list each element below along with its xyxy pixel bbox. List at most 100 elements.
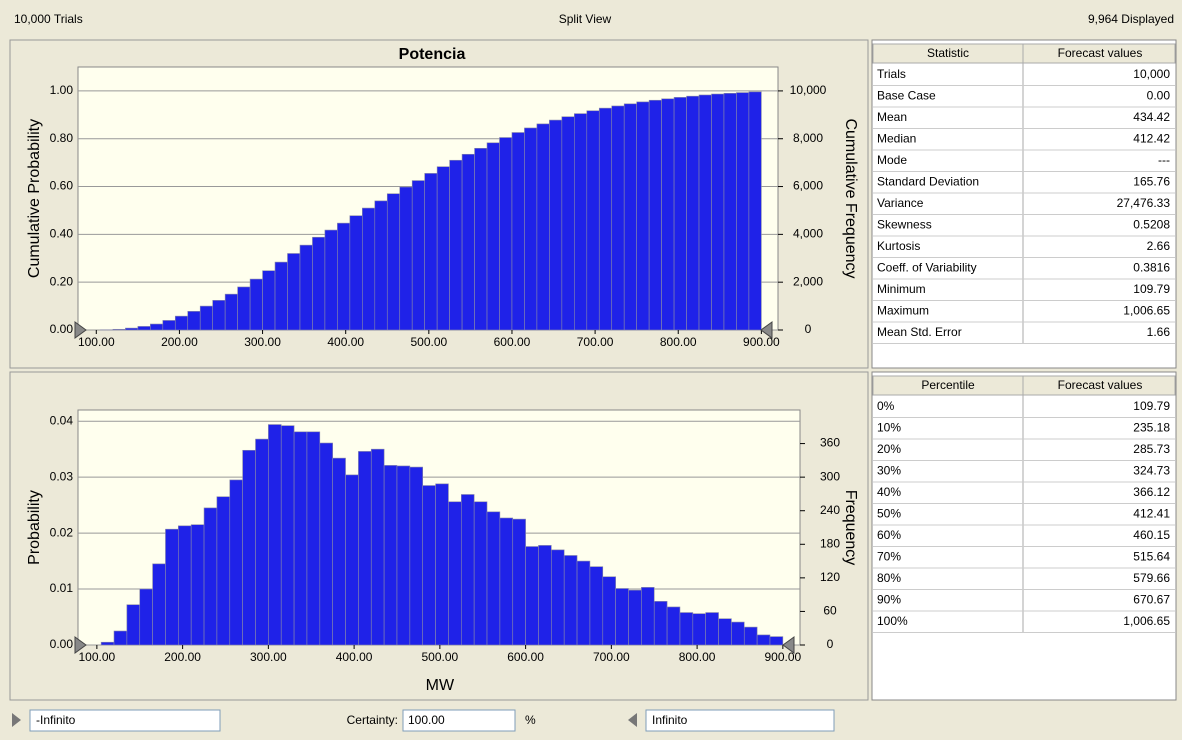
row-label: Mean [877, 110, 907, 124]
upper-input[interactable] [645, 709, 835, 732]
bar [602, 576, 616, 646]
x-tick-label: 300.00 [244, 335, 281, 349]
bar [743, 626, 758, 646]
bar [150, 323, 164, 331]
row-value: 579.66 [1133, 571, 1170, 585]
row-label: Mean Std. Error [877, 325, 962, 339]
bar [100, 641, 115, 646]
x-tick-label: 600.00 [507, 650, 544, 664]
bar [345, 474, 359, 646]
row-value: 670.67 [1133, 592, 1170, 606]
bar [718, 618, 732, 646]
bar [424, 173, 438, 331]
row-value: 366.12 [1133, 485, 1170, 499]
bar [362, 207, 376, 331]
row-value: 1.66 [1147, 325, 1171, 339]
x-tick-label: 100.00 [79, 650, 116, 664]
row-label: Mode [877, 153, 907, 167]
column-header: Percentile [921, 378, 975, 392]
bar [203, 507, 218, 646]
upper-marker [782, 636, 795, 654]
bar [623, 103, 637, 331]
y-tick-label: 0.00 [50, 322, 74, 336]
displayed-label: 9,964 Displayed [1088, 12, 1174, 26]
row-label: Minimum [877, 282, 926, 296]
x-tick-label: 100.00 [78, 335, 115, 349]
bar [224, 293, 238, 331]
row-label: Base Case [877, 88, 936, 102]
bar [536, 123, 550, 331]
lower-value: -Infinito [36, 713, 76, 727]
x-tick-label: 800.00 [660, 335, 697, 349]
lower-marker [74, 636, 87, 654]
bar [386, 193, 401, 331]
bar [538, 545, 552, 646]
bar [139, 588, 153, 646]
y-tick-label: 0.40 [50, 227, 74, 241]
upper-grabber[interactable] [628, 713, 637, 727]
certainty-input[interactable] [402, 709, 516, 732]
y-tick-label: 0.03 [50, 469, 74, 483]
row-value: 324.73 [1133, 463, 1170, 477]
y-axis-label: Cumulative Probability [26, 119, 43, 278]
bar [199, 305, 213, 331]
bar [473, 501, 488, 646]
x-tick-label: 300.00 [250, 650, 287, 664]
table-header [872, 43, 1176, 64]
bar [679, 612, 694, 646]
bar [586, 110, 600, 331]
row-label: 80% [877, 571, 901, 585]
bar [125, 327, 139, 331]
bar [162, 320, 176, 331]
row-value: 109.79 [1133, 399, 1170, 413]
certainty-label: Certainty: [347, 713, 398, 727]
row-value: 109.79 [1133, 282, 1170, 296]
bar [598, 107, 613, 331]
lower-input[interactable] [29, 709, 221, 732]
bar [561, 116, 575, 331]
bar [736, 92, 750, 331]
view-label[interactable]: Split View [559, 12, 612, 26]
row-value: 165.76 [1133, 174, 1170, 188]
row-label: Maximum [877, 303, 929, 317]
bar [319, 442, 333, 646]
x-tick-label: 500.00 [422, 650, 459, 664]
bar [641, 587, 655, 646]
bar [249, 278, 263, 331]
x-tick-label: 400.00 [336, 650, 373, 664]
row-label: 100% [877, 614, 908, 628]
bar [399, 186, 413, 331]
y2-tick-label: 4,000 [793, 227, 823, 241]
y-tick-label: 0.04 [50, 413, 74, 427]
bar [216, 496, 231, 646]
bar [511, 132, 525, 331]
bar [409, 466, 424, 646]
row-value: 2.66 [1147, 239, 1171, 253]
lower-grabber[interactable] [12, 713, 21, 727]
row-label: 10% [877, 420, 901, 434]
row-label: 40% [877, 485, 901, 499]
bar [698, 94, 712, 331]
upper-value: Infinito [652, 713, 688, 727]
bar [436, 166, 450, 331]
bar [574, 113, 588, 331]
bar [449, 159, 463, 331]
bar [615, 588, 629, 646]
chart-title: Potencia [399, 46, 466, 63]
bar [576, 560, 591, 646]
bar [280, 425, 295, 646]
bar [460, 494, 475, 646]
bar [756, 634, 771, 646]
x-tick-label: 600.00 [494, 335, 531, 349]
row-value: 1,006.65 [1123, 303, 1170, 317]
y-tick-label: 0.00 [50, 637, 74, 651]
y-tick-label: 0.01 [50, 581, 74, 595]
y2-tick-label: 0 [805, 322, 812, 336]
row-value: 434.42 [1133, 110, 1170, 124]
bar [435, 483, 449, 646]
x-tick-label: 700.00 [577, 335, 614, 349]
bar [589, 566, 604, 646]
bar [551, 549, 565, 646]
row-label: 50% [877, 506, 901, 520]
